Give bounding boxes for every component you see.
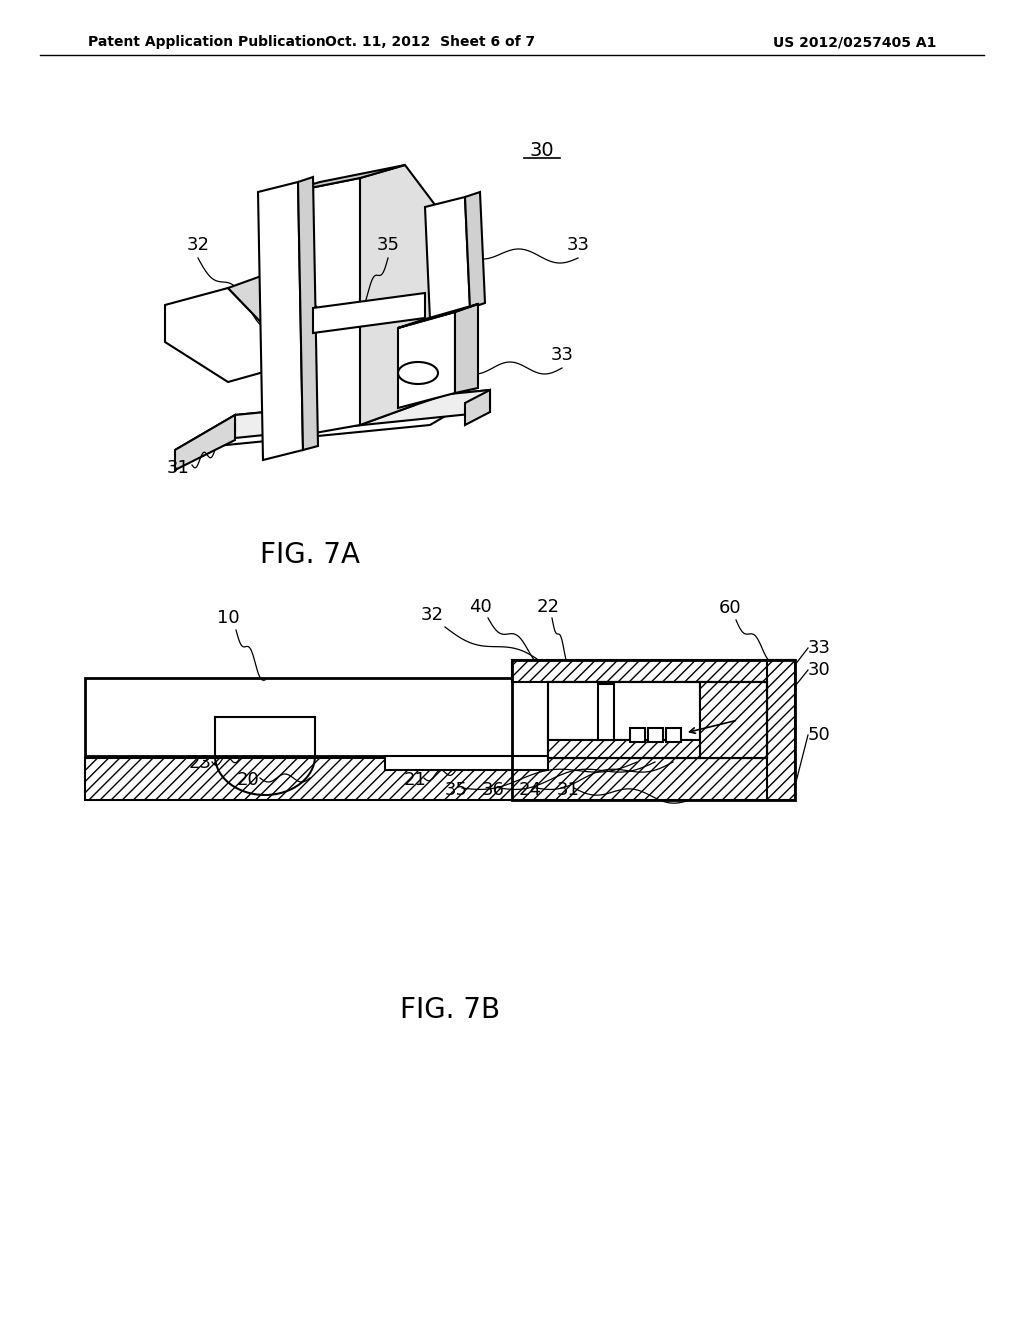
Polygon shape <box>298 177 318 450</box>
Polygon shape <box>85 678 548 756</box>
Polygon shape <box>548 682 700 741</box>
Polygon shape <box>398 304 478 327</box>
Polygon shape <box>630 729 645 742</box>
Polygon shape <box>465 191 485 308</box>
Text: 20: 20 <box>237 771 259 789</box>
Polygon shape <box>648 729 663 742</box>
Text: 30: 30 <box>808 661 830 678</box>
Polygon shape <box>275 178 415 440</box>
Polygon shape <box>598 684 614 741</box>
Text: 60: 60 <box>719 599 741 616</box>
Text: FIG. 7B: FIG. 7B <box>400 997 500 1024</box>
Text: 31: 31 <box>167 459 189 477</box>
Text: 10: 10 <box>217 609 240 627</box>
Polygon shape <box>313 293 425 333</box>
Text: 33: 33 <box>551 346 573 364</box>
Text: 35: 35 <box>444 781 468 799</box>
Text: 21: 21 <box>403 771 426 789</box>
Polygon shape <box>234 389 490 438</box>
Text: 30: 30 <box>529 140 554 160</box>
Text: 33: 33 <box>566 236 590 253</box>
Polygon shape <box>425 197 470 319</box>
Text: FIG. 7A: FIG. 7A <box>260 541 360 569</box>
Polygon shape <box>455 304 478 393</box>
Text: Oct. 11, 2012  Sheet 6 of 7: Oct. 11, 2012 Sheet 6 of 7 <box>325 36 536 49</box>
Text: 35: 35 <box>377 236 399 253</box>
Polygon shape <box>175 389 490 450</box>
Text: US 2012/0257405 A1: US 2012/0257405 A1 <box>773 36 936 49</box>
Polygon shape <box>228 271 328 341</box>
Text: 36: 36 <box>481 781 505 799</box>
Text: Patent Application Publication: Patent Application Publication <box>88 36 326 49</box>
Polygon shape <box>165 288 278 381</box>
Polygon shape <box>512 660 795 682</box>
Text: 22: 22 <box>537 598 559 616</box>
Polygon shape <box>175 414 234 470</box>
Polygon shape <box>258 182 303 459</box>
Polygon shape <box>548 741 700 758</box>
Text: 33: 33 <box>808 639 831 657</box>
Text: 23: 23 <box>188 754 212 772</box>
Text: 31: 31 <box>557 781 580 799</box>
Polygon shape <box>767 660 795 800</box>
Text: 32: 32 <box>421 606 443 624</box>
Text: 50: 50 <box>808 726 830 744</box>
Polygon shape <box>465 389 490 425</box>
Polygon shape <box>275 165 406 195</box>
Polygon shape <box>398 312 455 408</box>
Text: 32: 32 <box>186 236 210 253</box>
Polygon shape <box>700 682 767 758</box>
Polygon shape <box>385 756 548 770</box>
Polygon shape <box>666 729 681 742</box>
Polygon shape <box>360 165 460 425</box>
Text: 40: 40 <box>469 598 492 616</box>
Text: 24: 24 <box>518 781 542 799</box>
Polygon shape <box>85 758 795 800</box>
